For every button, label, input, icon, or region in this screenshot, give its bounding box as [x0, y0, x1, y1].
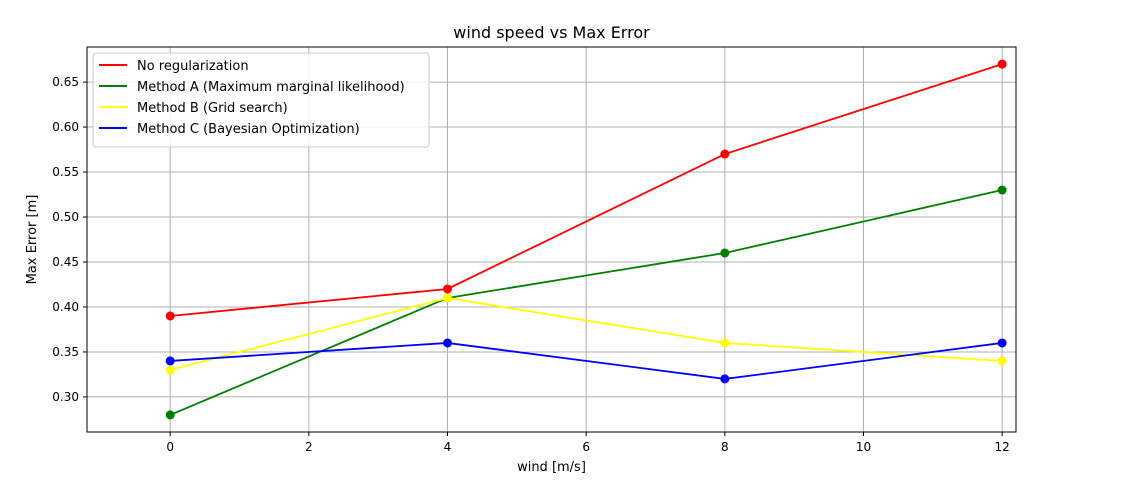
x-tick-label: 12 — [994, 440, 1009, 454]
y-axis-label: Max Error [m] — [25, 195, 40, 285]
data-point — [443, 284, 453, 294]
legend-box — [92, 52, 430, 148]
y-tick-label: 0.30 — [52, 390, 79, 404]
axis-ticks: 0 2 4 6 8 10 12 0.30 0.35 0.40 0.45 0.50 0.55 0.60 0.6… — [52, 75, 1009, 454]
data-point — [443, 293, 453, 303]
series-line — [170, 63, 1003, 317]
series-line — [169, 189, 1003, 416]
y-tick-label: 0.45 — [52, 255, 79, 269]
data-point — [997, 338, 1007, 348]
series-group — [165, 338, 1007, 384]
y-tick-label: 0.55 — [52, 165, 79, 179]
series-group — [165, 59, 1007, 321]
data-point — [165, 410, 175, 420]
data-point — [720, 338, 730, 348]
data-point — [165, 311, 175, 321]
data-point — [720, 374, 730, 384]
legend-label: Method B (Grid search) — [137, 101, 288, 116]
y-tick-label: 0.40 — [52, 300, 79, 314]
x-tick-label: 4 — [444, 440, 452, 454]
series-line — [169, 297, 1003, 371]
y-tick-label: 0.35 — [52, 345, 79, 359]
plot-frame — [86, 46, 1017, 433]
data-point — [997, 356, 1007, 366]
chart-title: wind speed vs Max Error — [453, 23, 650, 42]
x-axis-label: wind [m/s] — [517, 460, 586, 475]
x-tick-label: 10 — [856, 440, 871, 454]
data-point — [997, 185, 1007, 195]
legend: No regularization Method A (Maximum margi… — [92, 52, 430, 148]
series-line — [170, 342, 1003, 380]
data-point — [165, 365, 175, 375]
legend-label: Method C (Bayesian Optimization) — [137, 122, 360, 137]
data-point — [997, 59, 1007, 69]
x-tick-label: 0 — [166, 440, 174, 454]
series-group — [165, 293, 1007, 375]
data-point — [720, 248, 730, 258]
y-tick-label: 0.60 — [52, 120, 79, 134]
legend-label: No regularization — [137, 59, 249, 74]
series-lines — [165, 59, 1007, 420]
x-tick-label: 8 — [721, 440, 729, 454]
y-tick-label: 0.50 — [52, 210, 79, 224]
x-tick-label: 6 — [582, 440, 590, 454]
legend-label: Method A (Maximum marginal likelihood) — [137, 80, 405, 95]
y-tick-label: 0.65 — [52, 75, 79, 89]
data-point — [720, 149, 730, 159]
data-point — [165, 356, 175, 366]
data-point — [443, 338, 453, 348]
x-tick-label: 2 — [305, 440, 313, 454]
